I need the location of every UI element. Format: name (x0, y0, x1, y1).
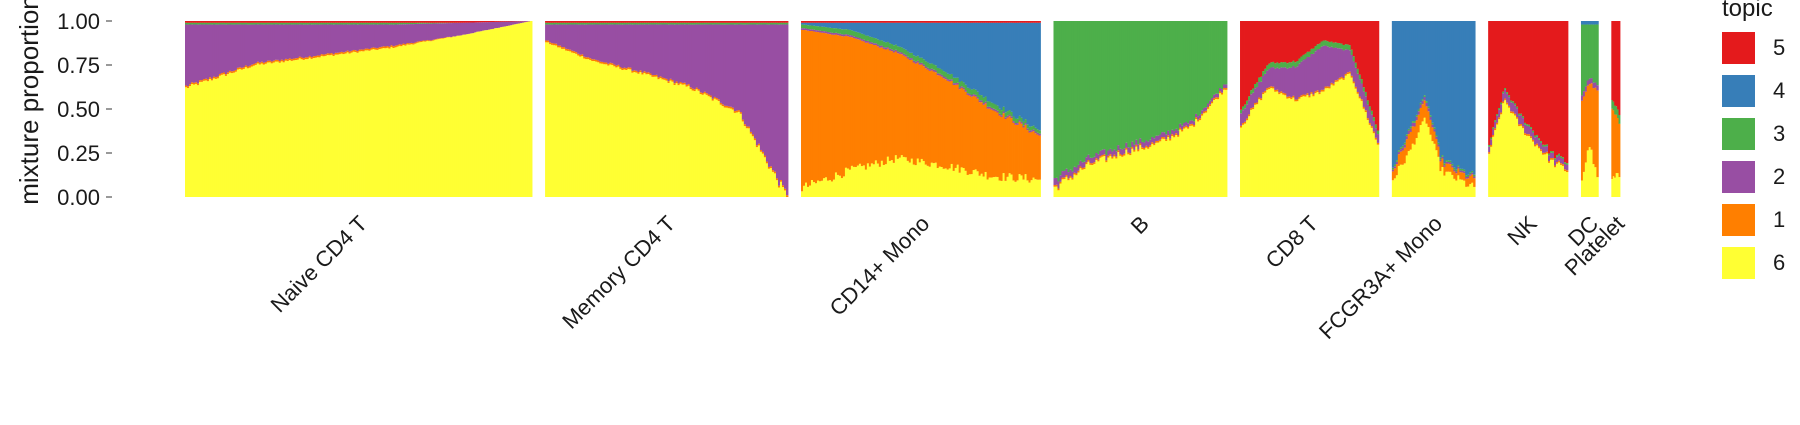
x-tick-label: NK (1502, 211, 1542, 251)
topic-1-segment (786, 195, 788, 197)
panel-b (1053, 21, 1227, 197)
topic-4-segment (1038, 23, 1040, 131)
topic-3-segment (1038, 130, 1040, 134)
legend-swatch-4 (1722, 75, 1755, 107)
topic-1-segment (1038, 136, 1040, 180)
topic-2-segment (1377, 134, 1379, 143)
topic-3-segment (1225, 21, 1227, 84)
x-tick-label: CD8 T (1261, 211, 1323, 273)
topic-3-segment (1377, 131, 1379, 135)
topic-5-segment (1566, 21, 1568, 163)
topic-4-segment (1473, 21, 1475, 175)
legend-swatch-1 (1722, 204, 1755, 236)
topic-5-segment (786, 21, 788, 23)
topic-3-segment (1619, 115, 1621, 124)
y-tick-label: 0.50 (57, 97, 100, 122)
topic-1-segment (1225, 88, 1227, 90)
legend-label: 5 (1773, 35, 1785, 60)
legend-label: 3 (1773, 121, 1785, 146)
legend-label: 4 (1773, 78, 1785, 103)
topic-6-segment (530, 21, 532, 197)
topic-1-segment (1473, 178, 1475, 187)
topic-5-segment (1619, 21, 1621, 115)
topic-6-segment (1225, 90, 1227, 197)
topic-1-segment (1377, 143, 1379, 145)
topic-6-segment (1619, 177, 1621, 197)
topic-2-segment (1038, 134, 1040, 136)
y-axis: 0.00 0.25 0.50 0.75 1.00 (57, 9, 112, 210)
topic-4-segment (1596, 21, 1598, 24)
x-axis-tick-labels: Naive CD4 T Memory CD4 T CD14+ Mono B CD8 TF… (266, 211, 1630, 344)
y-tick-label: 0.75 (57, 53, 100, 78)
topic-2-segment (1566, 165, 1568, 170)
panel-dc (1581, 21, 1599, 197)
topic-2-segment (1473, 176, 1475, 178)
x-tick-label: FCGR3A+ Mono (1314, 211, 1447, 344)
legend-swatch-3 (1722, 118, 1755, 150)
topic-2-segment (1596, 85, 1598, 90)
x-tick-label: B (1126, 211, 1154, 239)
topic-1-segment (1566, 170, 1568, 172)
y-tick-label: 0.25 (57, 141, 100, 166)
topic-3-segment (786, 23, 788, 25)
legend: topic 5 4 3 2 1 6 (1722, 0, 1785, 279)
panel-cd8-t (1240, 21, 1379, 197)
topic-1-segment (1619, 124, 1621, 177)
x-tick-label: Memory CD4 T (557, 211, 680, 334)
x-tick-label: CD14+ Mono (825, 211, 935, 321)
topic-2-segment (1225, 84, 1227, 88)
plot-panels (185, 21, 1620, 197)
panel-platelet (1611, 21, 1620, 197)
topic-6-segment (1596, 177, 1598, 197)
x-tick-label: Naive CD4 T (266, 211, 372, 317)
topic-3-segment (1566, 163, 1568, 165)
panel-cd14-mono (801, 21, 1041, 197)
y-tick-label: 0.00 (57, 185, 100, 210)
legend-title: topic (1722, 0, 1773, 22)
legend-label: 2 (1773, 164, 1785, 189)
panel-naive-cd4-t (185, 21, 532, 197)
topic-6-segment (1038, 180, 1040, 197)
panel-memory-cd4-t (545, 21, 788, 197)
topic-3-segment (1473, 175, 1475, 177)
legend-label: 1 (1773, 207, 1785, 232)
legend-swatch-5 (1722, 32, 1755, 64)
y-axis-label: mixture proportion (14, 0, 44, 205)
legend-label: 6 (1773, 250, 1785, 275)
topic-6-segment (1566, 172, 1568, 197)
topic-6-segment (1377, 145, 1379, 197)
topic-5-segment (1038, 21, 1040, 23)
panel-fcgr3a-mono (1392, 21, 1476, 197)
topic-5-segment (1377, 21, 1379, 131)
topic-3-segment (1596, 24, 1598, 85)
legend-swatch-2 (1722, 161, 1755, 193)
y-tick-label: 1.00 (57, 9, 100, 34)
topic-1-segment (1596, 90, 1598, 177)
legend-swatch-6 (1722, 247, 1755, 279)
topic-2-segment (786, 25, 788, 196)
topic-6-segment (1473, 187, 1475, 197)
panel-nk (1488, 21, 1568, 197)
